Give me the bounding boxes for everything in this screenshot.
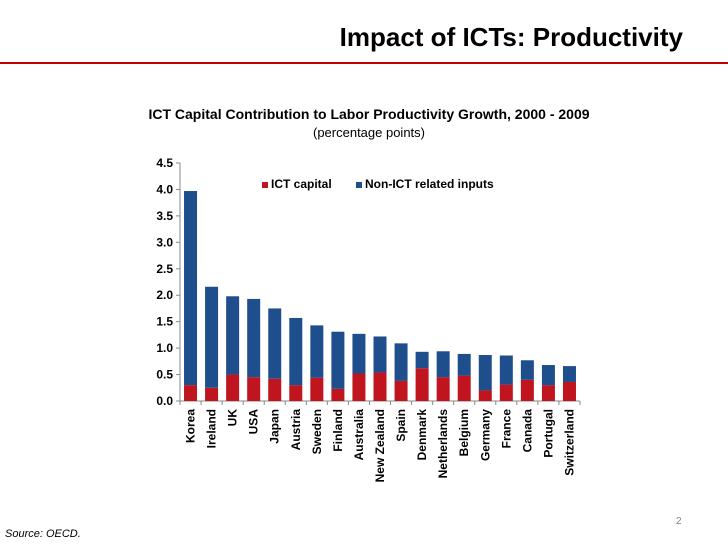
x-category-label: Denmark xyxy=(415,409,429,461)
x-category-label: Ireland xyxy=(205,409,219,448)
chart-title: ICT Capital Contribution to Labor Produc… xyxy=(148,106,590,122)
bar-ict-capital xyxy=(352,373,366,401)
bar-non-ict xyxy=(541,365,555,386)
bar-ict-capital xyxy=(373,372,387,401)
legend-swatch-ict xyxy=(262,182,268,188)
x-category-label: Sweden xyxy=(310,409,324,454)
bar-non-ict xyxy=(436,351,450,378)
y-tick-label: 3.5 xyxy=(156,209,173,223)
bar-non-ict xyxy=(247,298,261,378)
chart-subtitle: (percentage points) xyxy=(312,125,425,140)
bar-ict-capital xyxy=(394,380,408,401)
x-category-label: Belgium xyxy=(457,409,471,456)
bar-ict-capital xyxy=(457,375,471,401)
bar-non-ict xyxy=(520,360,534,380)
y-tick-label: 3.0 xyxy=(156,235,173,249)
legend-label-ict: ICT capital xyxy=(271,177,332,191)
bar-non-ict xyxy=(226,296,240,375)
x-category-label: Germany xyxy=(478,409,492,461)
x-category-label: Finland xyxy=(331,409,345,452)
bar-ict-capital xyxy=(520,379,534,401)
bar-non-ict xyxy=(415,351,429,369)
bar-ict-capital xyxy=(541,385,555,401)
bar-non-ict xyxy=(457,353,471,376)
slide-title: Impact of ICTs: Productivity xyxy=(339,22,683,52)
bar-ict-capital xyxy=(415,368,429,401)
x-category-label: Japan xyxy=(268,409,282,444)
y-tick-label: 4.5 xyxy=(156,156,173,170)
bar-ict-capital xyxy=(331,388,345,401)
bar-non-ict xyxy=(562,366,576,382)
bar-ict-capital xyxy=(478,390,492,401)
y-tick-label: 2.5 xyxy=(156,262,173,276)
bar-non-ict xyxy=(499,355,513,385)
bar-non-ict xyxy=(289,317,303,386)
x-category-label: Netherlands xyxy=(436,409,450,479)
x-category-label: Spain xyxy=(394,409,408,442)
y-tick-label: 2.0 xyxy=(156,288,173,302)
bar-ict-capital xyxy=(562,381,576,401)
legend-swatch-non-ict xyxy=(356,182,362,188)
source-note: Source: OECD. xyxy=(5,528,81,540)
x-category-label: Korea xyxy=(184,409,198,443)
bar-non-ict xyxy=(373,336,387,373)
x-category-label: Australia xyxy=(352,409,366,461)
x-category-label: Canada xyxy=(520,409,534,453)
bar-ict-capital xyxy=(436,377,450,401)
bar-non-ict xyxy=(205,286,219,388)
bar-non-ict xyxy=(331,331,345,389)
legend-label-non-ict: Non-ICT related inputs xyxy=(365,177,494,191)
x-category-label: France xyxy=(499,409,513,449)
x-category-label: UK xyxy=(226,409,240,427)
x-category-label: Austria xyxy=(289,409,303,451)
y-tick-label: 1.5 xyxy=(156,315,173,329)
bar-ict-capital xyxy=(499,384,513,401)
bar-ict-capital xyxy=(226,374,240,401)
y-tick-label: 1.0 xyxy=(156,341,173,355)
page-number: 2 xyxy=(676,516,682,527)
bar-non-ict xyxy=(352,333,366,374)
bar-ict-capital xyxy=(205,387,219,401)
title-divider xyxy=(0,62,728,64)
bar-non-ict xyxy=(310,325,324,378)
bar-ict-capital xyxy=(289,385,303,401)
x-category-label: Switzerland xyxy=(562,409,576,476)
bar-non-ict xyxy=(394,343,408,381)
bar-ict-capital xyxy=(247,377,261,401)
y-tick-label: 0.0 xyxy=(156,394,173,408)
bar-non-ict xyxy=(184,191,198,386)
x-category-label: New Zealand xyxy=(373,409,387,482)
bar-ict-capital xyxy=(310,377,324,401)
y-tick-label: 0.5 xyxy=(156,368,173,382)
bar-non-ict xyxy=(478,354,492,391)
x-category-label: Portugal xyxy=(541,409,555,458)
x-category-label: USA xyxy=(247,409,261,435)
bar-ict-capital xyxy=(184,385,198,401)
bar-non-ict xyxy=(268,308,282,379)
y-tick-label: 4.0 xyxy=(156,182,173,196)
bar-ict-capital xyxy=(268,378,282,401)
